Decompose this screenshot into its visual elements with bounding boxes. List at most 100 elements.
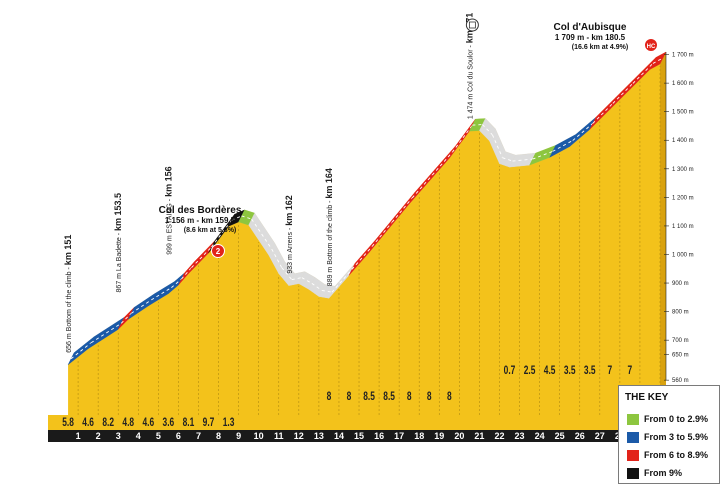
route-centre-line bbox=[151, 287, 172, 301]
waypoint-label: 933 m Arrens - km 162 bbox=[284, 195, 294, 273]
gradient-label: 4.6 bbox=[142, 417, 154, 430]
route-centre-line bbox=[181, 267, 192, 280]
route-centre-line bbox=[612, 83, 634, 104]
route-centre-line bbox=[482, 124, 493, 136]
km-label: 18 bbox=[414, 431, 424, 441]
gradient-label: 8.5 bbox=[363, 391, 375, 404]
altitude-tick-label: 1 700 m bbox=[672, 53, 694, 59]
waypoint-text: 889 m Bottom of the climb - bbox=[327, 199, 334, 287]
key-item-3-5.9: From 3 to 5.9% bbox=[627, 431, 708, 443]
gradient-label: 8.5 bbox=[383, 391, 395, 404]
km-label: 1 bbox=[76, 431, 81, 441]
waypoint-text: 656 m Bottom of the climb - bbox=[66, 265, 73, 353]
km-label: 5 bbox=[156, 431, 161, 441]
gradient-label: 8.1 bbox=[183, 417, 195, 430]
km-label: 2 bbox=[96, 431, 101, 441]
route-centre-line bbox=[241, 215, 252, 220]
profile-gridlines bbox=[77, 66, 661, 415]
gradient-label: 8.2 bbox=[102, 417, 114, 430]
altitude-tick-label: 1 000 m bbox=[672, 252, 694, 258]
gradient-label: 4.6 bbox=[82, 417, 94, 430]
route-centre-line bbox=[171, 278, 182, 288]
gradient-label: 3.5 bbox=[584, 365, 596, 378]
km-label: 26 bbox=[575, 431, 585, 441]
key-item-6-8.9: From 6 to 8.9% bbox=[627, 449, 708, 461]
waypoint-text: 867 m La Badette - bbox=[116, 231, 123, 292]
base-strip bbox=[48, 430, 660, 442]
route-centre-line bbox=[321, 290, 332, 293]
km-label: 6 bbox=[176, 431, 181, 441]
route-centre-line bbox=[492, 134, 503, 158]
distance-base-strip: 1 2 3 4 5 6 7 8 9 10 11 12 13 14 15 16 17 18 19 20 21 22 23 24 2… bbox=[48, 415, 666, 442]
altitude-tick-label: 1 400 m bbox=[672, 138, 694, 144]
route-centre-line bbox=[592, 103, 614, 124]
waypoint-km: km 156 bbox=[163, 166, 173, 197]
category-badge bbox=[644, 38, 658, 52]
km-label: 15 bbox=[354, 431, 364, 441]
km-label: 12 bbox=[294, 431, 304, 441]
km-label: 27 bbox=[595, 431, 605, 441]
km-label: 25 bbox=[555, 431, 565, 441]
route-centre-line bbox=[231, 215, 242, 221]
route-centre-line bbox=[371, 221, 393, 247]
gradient-label: 4.5 bbox=[544, 365, 556, 378]
key-swatch-black bbox=[627, 467, 639, 479]
waypoint-text: 1 474 m Col du Soulor - bbox=[467, 43, 474, 119]
gradient-label: 7 bbox=[607, 365, 612, 378]
gradient-label: 3.6 bbox=[163, 417, 175, 430]
key-label: From 6 to 8.9% bbox=[644, 450, 709, 460]
km-label: 21 bbox=[474, 431, 484, 441]
route-centre-line bbox=[331, 269, 353, 293]
gradient-label: 2.5 bbox=[524, 365, 536, 378]
profile-labels: 5.8 4.6 8.2 4.8 4.6 3.6 8.1 9.7 1.3 8 8 8.5 8.5 8 8 8 0.… bbox=[62, 13, 632, 430]
summit-climb: (16.6 km at 4.9%) bbox=[572, 44, 628, 51]
gradient-label: 9.7 bbox=[203, 417, 215, 430]
gradient-label: 0.7 bbox=[504, 365, 516, 378]
gradient-label: 1.3 bbox=[223, 417, 235, 430]
altitude-tick-label: 1 600 m bbox=[672, 81, 694, 87]
gradient-label: 4.8 bbox=[122, 417, 134, 430]
altitude-tick-label: 900 m bbox=[672, 281, 689, 287]
gradient-label: 8 bbox=[407, 391, 412, 404]
altitude-tick-label: 700 m bbox=[672, 338, 689, 344]
gradient-label: 8 bbox=[427, 391, 432, 404]
route-centre-line bbox=[652, 57, 664, 64]
key-label: From 0 to 2.9% bbox=[644, 414, 709, 424]
km-label: 8 bbox=[216, 431, 221, 441]
km-label: 17 bbox=[394, 431, 404, 441]
route-centre-line bbox=[502, 157, 513, 162]
waypoint-km: km 162 bbox=[284, 195, 294, 226]
km-label: 3 bbox=[116, 431, 121, 441]
base-front-face bbox=[48, 415, 660, 430]
altitude-tick-label: 800 m bbox=[672, 310, 689, 316]
legend-key: THE KEY From 0 to 2.9% From 3 to 5.9% Fr… bbox=[618, 385, 720, 484]
monument-icon bbox=[465, 18, 479, 32]
route-centre-line bbox=[301, 277, 313, 284]
profile-right-face bbox=[660, 52, 666, 415]
gradient-label: 8 bbox=[327, 391, 332, 404]
km-label: 16 bbox=[374, 431, 384, 441]
waypoint-text: 999 m ESTAING - bbox=[166, 197, 173, 255]
km-label: 19 bbox=[434, 431, 444, 441]
altitude-axis: 560 m 650 m 700 m 800 m 900 m 1 000 m 1 100 m 1… bbox=[664, 52, 694, 384]
waypoint-km: km 153.5 bbox=[113, 193, 123, 231]
altitude-tick-label: 1 200 m bbox=[672, 195, 694, 201]
gradient-label: 7 bbox=[628, 365, 633, 378]
key-swatch-blue bbox=[627, 431, 639, 443]
route-centre-line bbox=[391, 197, 413, 223]
key-title: THE KEY bbox=[625, 392, 669, 403]
route-centre-line bbox=[120, 313, 132, 324]
summit-climb: (8.6 km at 5.8%) bbox=[184, 227, 237, 234]
category-label: 2 bbox=[216, 247, 221, 256]
key-swatch-green bbox=[627, 413, 639, 425]
altitude-tick-label: 1 300 m bbox=[672, 167, 694, 173]
waypoint-km: km 151 bbox=[63, 235, 73, 266]
gradient-label: 5.8 bbox=[62, 417, 74, 430]
category-badge bbox=[211, 244, 225, 258]
waypoint-label: 656 m Bottom of the climb - km 151 bbox=[63, 235, 73, 353]
waypoint-label: 889 m Bottom of the climb - km 164 bbox=[324, 168, 334, 286]
route-centre-line bbox=[191, 246, 212, 268]
key-label: From 9% bbox=[644, 468, 683, 478]
